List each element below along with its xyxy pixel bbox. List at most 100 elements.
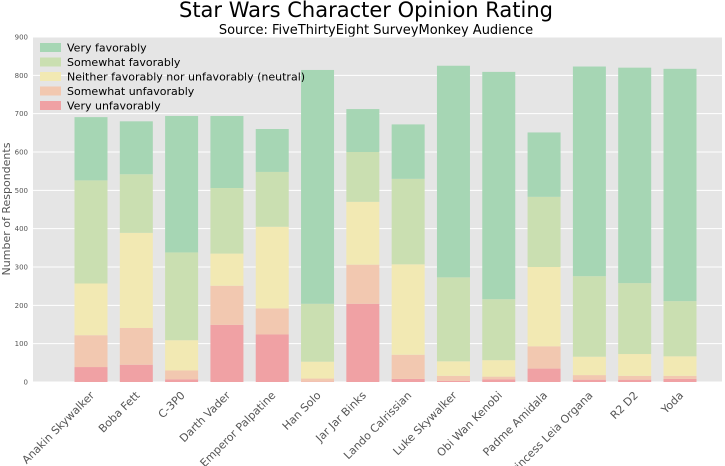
bar-segment — [436, 65, 470, 278]
bar-segment — [618, 354, 652, 376]
bar-segment — [301, 378, 335, 382]
bar-segment — [482, 360, 516, 377]
y-tick-label: 700 — [15, 110, 28, 118]
bar-segment — [346, 264, 380, 304]
y-tick-label: 500 — [15, 187, 28, 195]
legend-label: Somewhat favorably — [67, 56, 181, 69]
bar-segment — [618, 379, 652, 382]
bar-segment — [663, 356, 697, 376]
bar-segment — [301, 69, 335, 304]
bar-segment — [119, 121, 153, 175]
legend-swatch — [40, 72, 61, 81]
bar-segment — [346, 109, 380, 152]
bar-segment — [527, 196, 561, 267]
bar-segment — [210, 324, 244, 382]
legend-label: Somewhat unfavorably — [67, 85, 195, 98]
bar-segment — [391, 354, 425, 379]
bar-segment — [663, 301, 697, 357]
bar-segment — [618, 283, 652, 355]
chart-title: Star Wars Character Opinion Rating — [179, 0, 553, 22]
bar-segment — [391, 378, 425, 382]
legend-swatch — [40, 86, 61, 96]
x-tick-label: R2 D2 — [608, 389, 641, 422]
bar-segment — [527, 346, 561, 369]
bar-segment — [255, 334, 289, 382]
bar-segment — [74, 335, 108, 368]
x-tick-label: Boba Fett — [96, 388, 143, 435]
bar-segment — [663, 378, 697, 382]
bar-segment — [255, 129, 289, 172]
bars — [74, 65, 697, 382]
bar-segment — [663, 375, 697, 379]
legend-swatch — [40, 57, 61, 67]
bar-segment — [346, 201, 380, 265]
bar-segment — [618, 375, 652, 380]
legend-label: Very favorably — [67, 42, 147, 55]
bar-segment — [436, 361, 470, 376]
bar-segment — [119, 327, 153, 365]
y-axis-label: Number of Respondents — [0, 142, 13, 275]
bar-segment — [527, 132, 561, 197]
bar-segment — [165, 115, 199, 253]
bar-segment — [391, 178, 425, 265]
legend-swatch — [40, 101, 61, 110]
y-tick-label: 900 — [15, 34, 28, 42]
bar-segment — [527, 267, 561, 347]
legend-label: Very unfavorably — [67, 100, 161, 113]
bar-segment — [210, 253, 244, 286]
bar-segment — [482, 71, 516, 300]
bar-segment — [482, 376, 516, 380]
bar-segment — [165, 370, 199, 380]
bar-segment — [210, 188, 244, 254]
bar-segment — [255, 308, 289, 335]
y-tick-label: 600 — [15, 149, 28, 157]
legend-label: Neither favorably nor unfavorably (neutr… — [67, 71, 305, 84]
bar-segment — [572, 276, 606, 357]
y-tick-label: 200 — [15, 302, 28, 310]
chart-subtitle: Source: FiveThirtyEight SurveyMonkey Aud… — [219, 23, 533, 38]
bar-segment — [572, 379, 606, 382]
bar-segment — [391, 264, 425, 355]
bar-segment — [255, 171, 289, 227]
bar-segment — [663, 68, 697, 302]
bar-segment — [436, 380, 470, 382]
legend-swatch — [40, 43, 61, 52]
bar-segment — [301, 303, 335, 362]
x-tick-label: Emperor Palpatine — [198, 389, 279, 466]
bar-segment — [119, 232, 153, 328]
bar-segment — [119, 174, 153, 233]
bar-segment — [618, 67, 652, 284]
y-tick-label: 0 — [24, 379, 28, 387]
x-tick-label: Han Solo — [280, 389, 324, 433]
bar-segment — [165, 379, 199, 382]
bar-segment — [436, 277, 470, 362]
bar-segment — [482, 379, 516, 382]
bar-segment — [210, 115, 244, 189]
bar-segment — [572, 375, 606, 380]
x-tick-label: C-3P0 — [156, 389, 188, 421]
bar-segment — [301, 361, 335, 379]
bar-segment — [74, 367, 108, 382]
bar-segment — [210, 285, 244, 325]
bar-segment — [346, 152, 380, 202]
bar-segment — [572, 66, 606, 277]
x-tick-label: Yoda — [658, 389, 686, 417]
y-tick-label: 400 — [15, 225, 28, 233]
bar-segment — [391, 124, 425, 179]
bar-segment — [482, 299, 516, 361]
bar-segment — [119, 364, 153, 382]
bar-segment — [346, 303, 380, 382]
y-tick-label: 100 — [15, 340, 28, 348]
bar-segment — [527, 368, 561, 382]
x-tick-label: Anakin Skywalker — [20, 389, 98, 466]
bar-segment — [165, 252, 199, 341]
bar-segment — [572, 356, 606, 376]
y-tick-labels: 0 100 200 300 400 500 600 700 800 900 — [15, 34, 28, 387]
bar-segment — [165, 340, 199, 371]
y-tick-label: 300 — [15, 264, 28, 272]
bar-segment — [255, 226, 289, 309]
y-tick-label: 800 — [15, 72, 28, 80]
